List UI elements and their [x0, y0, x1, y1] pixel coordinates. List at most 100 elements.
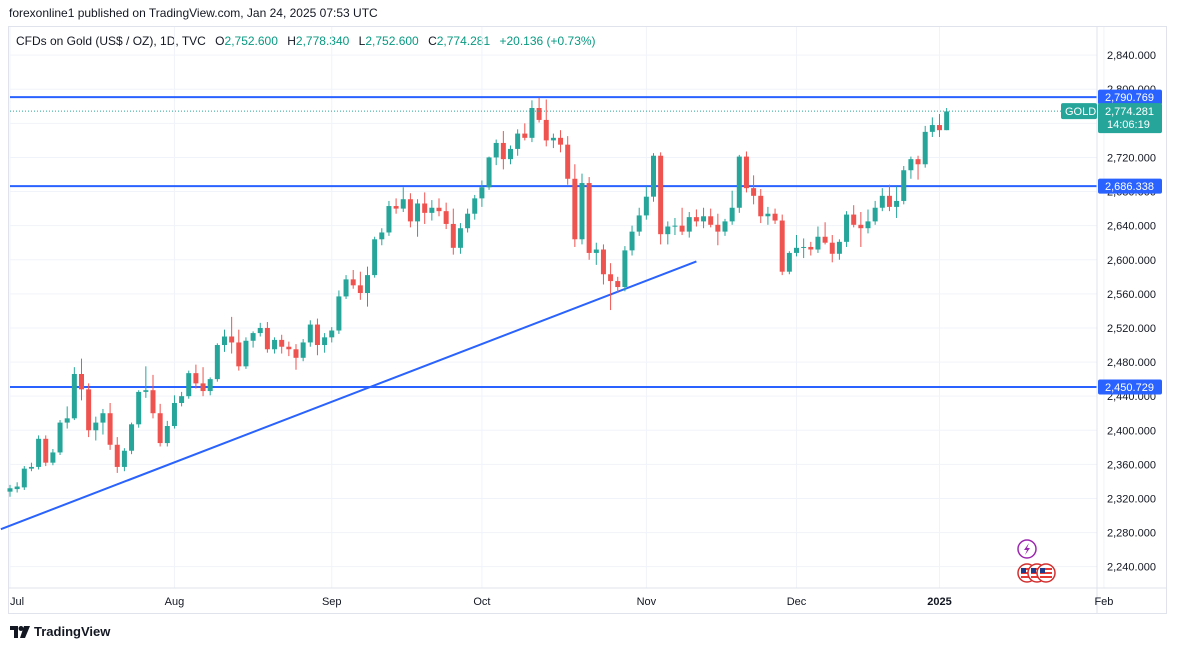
candle-body-up	[307, 324, 313, 343]
candle-body-down	[558, 137, 564, 145]
flag-stripe-white	[1021, 574, 1033, 576]
flag-stripe-white	[1021, 570, 1033, 572]
candle-body-up	[257, 327, 263, 334]
candle-body-down	[357, 285, 363, 294]
candle-body-up	[529, 107, 535, 138]
y-tick-label: 2,280.000	[1107, 528, 1156, 540]
candle-body-down	[43, 438, 49, 463]
legend-close-label: C	[428, 34, 437, 48]
candle-body-up	[944, 111, 950, 131]
candle-body-down	[758, 195, 764, 217]
candle-body-up	[136, 391, 142, 425]
price-chart[interactable]: 2,240.000 2,280.000 2,320.000 2,360.000 2,40…	[0, 0, 1177, 614]
lightning-bolt	[1024, 543, 1030, 555]
level-price-tag-label: 2,790.769	[1105, 92, 1154, 104]
countdown-label: 14:06:19	[1107, 119, 1150, 131]
candle-body-down	[286, 346, 292, 350]
candle-body-up	[894, 200, 900, 207]
candle-body-up	[64, 418, 70, 423]
y-tick-label: 2,320.000	[1107, 493, 1156, 505]
flag-stripe-white	[1040, 574, 1052, 576]
candle-body-down	[407, 199, 413, 222]
candle-body-down	[522, 133, 528, 138]
candle-body-up	[71, 374, 77, 419]
candle-body-up	[214, 345, 220, 380]
candle-body-down	[543, 119, 549, 141]
candle-body-down	[314, 324, 320, 346]
candle-series	[7, 97, 950, 497]
candle-body-up	[486, 157, 492, 188]
symbol-legend: CFDs on Gold (US$ / OZ), 1D, TVC O2,752.…	[16, 34, 596, 48]
candle-body-up	[129, 424, 135, 451]
candle-body-up	[922, 131, 928, 165]
candle-body-down	[586, 183, 592, 253]
candle-body-down	[829, 242, 835, 254]
candle-body-up	[400, 199, 406, 209]
candle-body-down	[536, 107, 542, 120]
symbol-tag-label: GOLD	[1065, 106, 1096, 118]
tradingview-brand-text: TradingView	[34, 624, 111, 639]
candle-body-up	[651, 155, 656, 197]
candle-body-up	[508, 148, 513, 160]
candle-body-up	[786, 252, 792, 272]
flag-stripes	[1040, 568, 1052, 578]
candle-body-up	[765, 213, 771, 217]
symbol-tag	[1061, 103, 1097, 120]
time-axis[interactable]: Jul Aug Sep Oct Nov Dec 2025 Feb	[8, 587, 1167, 608]
candle-body-down	[822, 236, 828, 243]
y-tick-label: 2,640.000	[1107, 221, 1156, 233]
candle-body-down	[450, 223, 456, 248]
candle-body-down	[679, 225, 685, 232]
candle-body-up	[336, 296, 342, 331]
candle-body-up	[844, 214, 850, 242]
x-tick-label: Nov	[637, 596, 657, 608]
current-price-label: 2,774.281	[1105, 106, 1154, 118]
candle-body-down	[436, 207, 442, 212]
candle-body-up	[901, 170, 907, 201]
flag-canton	[1021, 568, 1026, 573]
x-tick-label: Aug	[165, 596, 185, 608]
candle-body-up	[93, 422, 99, 431]
candle-body-up	[515, 133, 521, 149]
candle-body-up	[429, 207, 435, 213]
candle-body-up	[164, 426, 170, 444]
candle-body-up	[801, 246, 807, 248]
candle-body-up	[672, 225, 678, 227]
candle-body-up	[300, 342, 306, 358]
candle-body-up	[729, 207, 735, 222]
candle-body-up	[701, 216, 707, 222]
candle-body-up	[493, 142, 499, 158]
candle-body-down	[293, 349, 299, 358]
candle-body-down	[937, 125, 942, 131]
legend-change-value: +20.136 (+0.73%)	[499, 34, 596, 48]
event-markers	[1017, 539, 1056, 583]
candle-body-up	[908, 159, 914, 171]
candle-body-down	[858, 224, 864, 229]
level-price-tag-label: 2,450.729	[1105, 382, 1154, 394]
candle-body-up	[929, 125, 935, 132]
candle-body-up	[465, 213, 471, 229]
candle-body-up	[794, 247, 799, 253]
candle-body-up	[7, 488, 13, 492]
candle-body-up	[550, 137, 556, 141]
candle-body-down	[193, 373, 199, 384]
candle-body-up	[879, 195, 885, 208]
tradingview-logo-icon	[10, 625, 30, 638]
candle-body-down	[229, 336, 235, 343]
candle-body-up	[722, 221, 728, 232]
candle-body-down	[279, 339, 285, 347]
tradingview-logo[interactable]: TradingView	[10, 624, 110, 639]
candle-body-up	[322, 337, 328, 346]
candle-body-up	[372, 239, 378, 276]
candle-body-up	[243, 340, 249, 367]
candle-body-down	[693, 217, 699, 222]
candle-body-up	[815, 236, 821, 250]
legend-low-label: L	[358, 34, 366, 48]
y-tick-label: 2,600.000	[1107, 255, 1156, 267]
candle-body-up	[100, 413, 106, 423]
candle-body-down	[608, 274, 614, 282]
y-tick-label: 2,520.000	[1107, 323, 1156, 335]
candle-body-down	[708, 216, 714, 225]
candle-body-down	[615, 281, 621, 288]
legend-symbol[interactable]: CFDs on Gold (US$ / OZ), 1D, TVC	[16, 34, 206, 48]
